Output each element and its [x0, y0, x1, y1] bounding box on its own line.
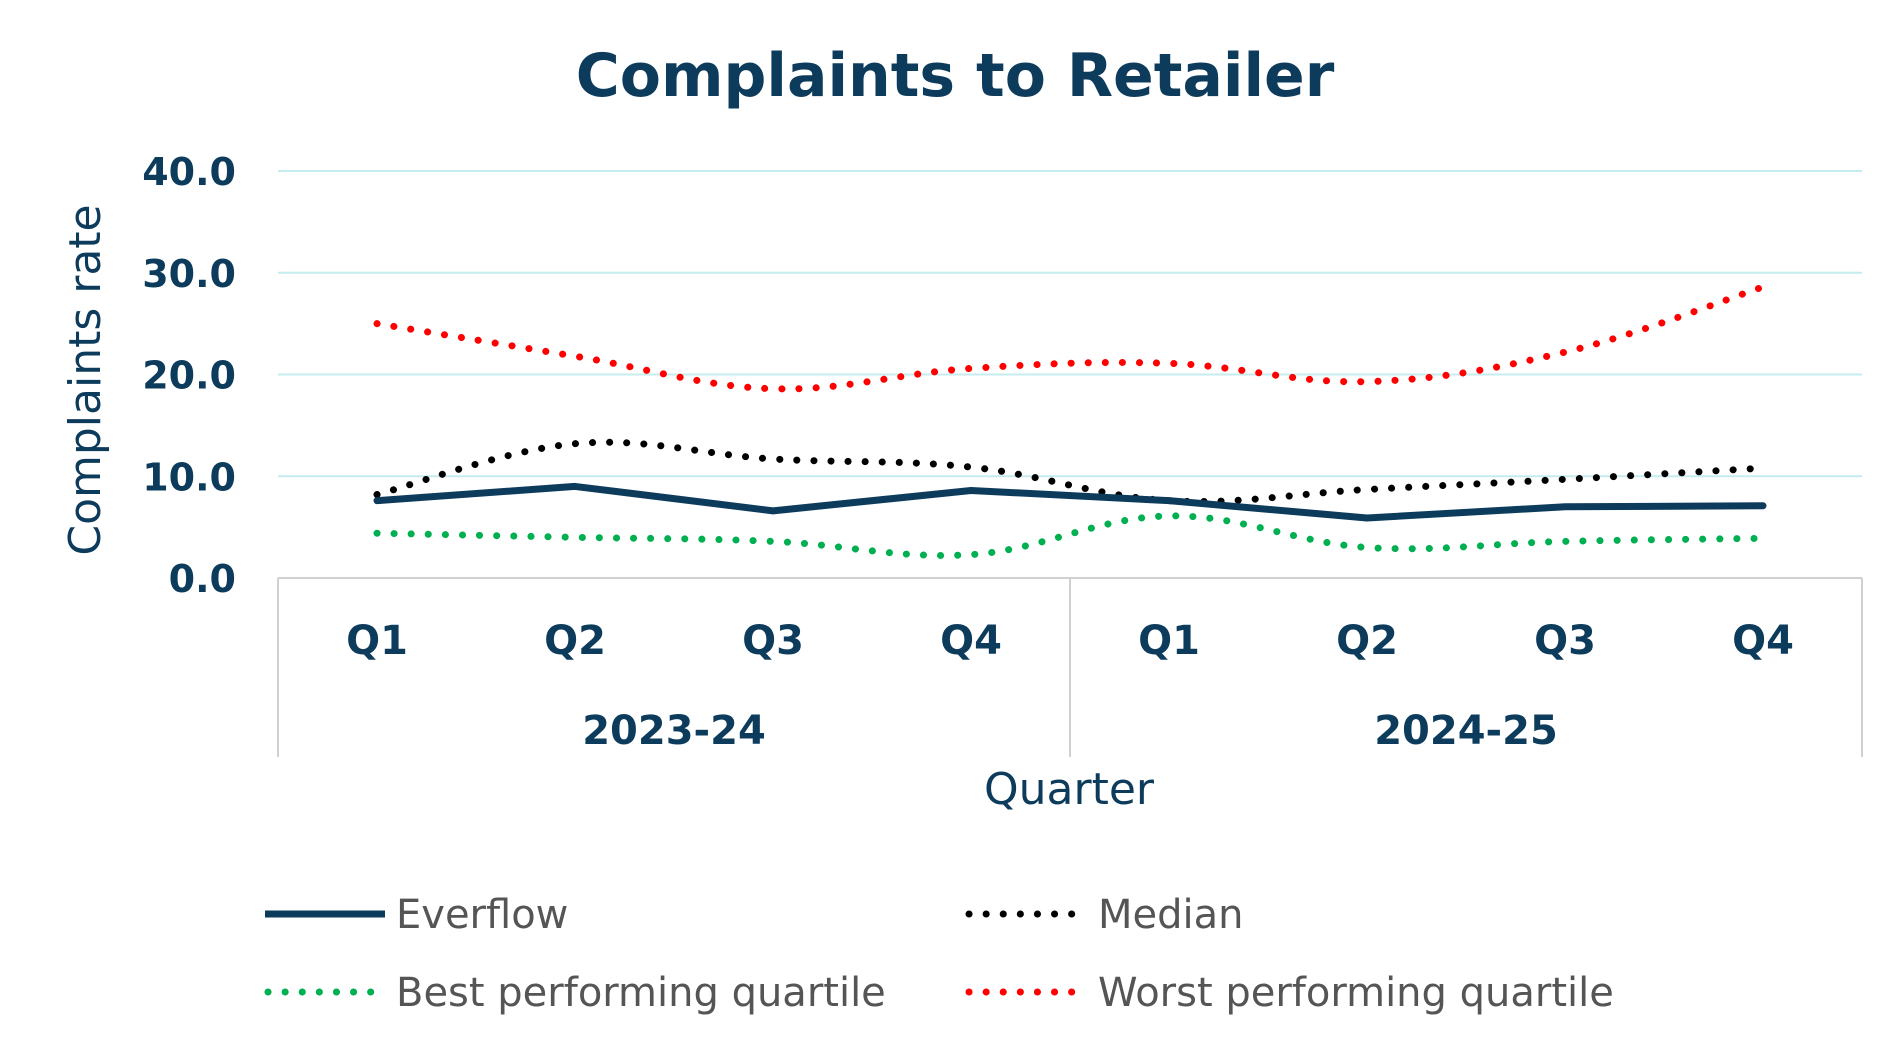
y-tick-label: 0.0 [169, 557, 236, 601]
x-axis: Q1 Q2 Q3 Q4 Q1 Q2 Q3 Q4 2023-24 2024-25 [277, 577, 1863, 757]
x-tick-label: Q1 [346, 618, 408, 664]
y-axis-label: Complaints rate [60, 204, 111, 555]
series-line-worst-performing-quartile [373, 283, 1767, 393]
legend-label: Best performing quartile [396, 970, 886, 1016]
x-tick-label: Q2 [544, 618, 606, 664]
x-tick-label: Q2 [1336, 618, 1398, 664]
x-tick-label: Q4 [940, 618, 1002, 664]
y-tick-label: 40.0 [142, 150, 236, 194]
series-line-everflow [373, 482, 1767, 522]
legend-label: Worst performing quartile [1098, 970, 1614, 1016]
x-tick-label: Q4 [1732, 618, 1794, 664]
x-group-label: 2023-24 [582, 708, 766, 754]
chart-title: Complaints to Retailer [576, 41, 1335, 111]
x-tick-label: Q3 [1534, 618, 1596, 664]
x-tick-label: Q3 [742, 618, 804, 664]
series-line-median [373, 438, 1767, 506]
y-tick-label: 30.0 [142, 252, 236, 296]
legend: Everflow Median Best performing quartile Wo… [264, 892, 1614, 1016]
legend-label: Median [1098, 892, 1244, 938]
x-axis-label: Quarter [984, 764, 1155, 815]
y-tick-label: 10.0 [142, 455, 236, 499]
x-group-label: 2024-25 [1374, 708, 1558, 754]
gridlines [278, 170, 1862, 478]
y-tick-label: 20.0 [142, 354, 236, 398]
y-axis-ticks: 40.0 30.0 20.0 10.0 0.0 [142, 150, 236, 601]
legend-label: Everflow [396, 892, 568, 938]
series-line-best-performing-quartile [373, 512, 1767, 559]
x-tick-label: Q1 [1138, 618, 1200, 664]
series-lines [373, 283, 1767, 559]
